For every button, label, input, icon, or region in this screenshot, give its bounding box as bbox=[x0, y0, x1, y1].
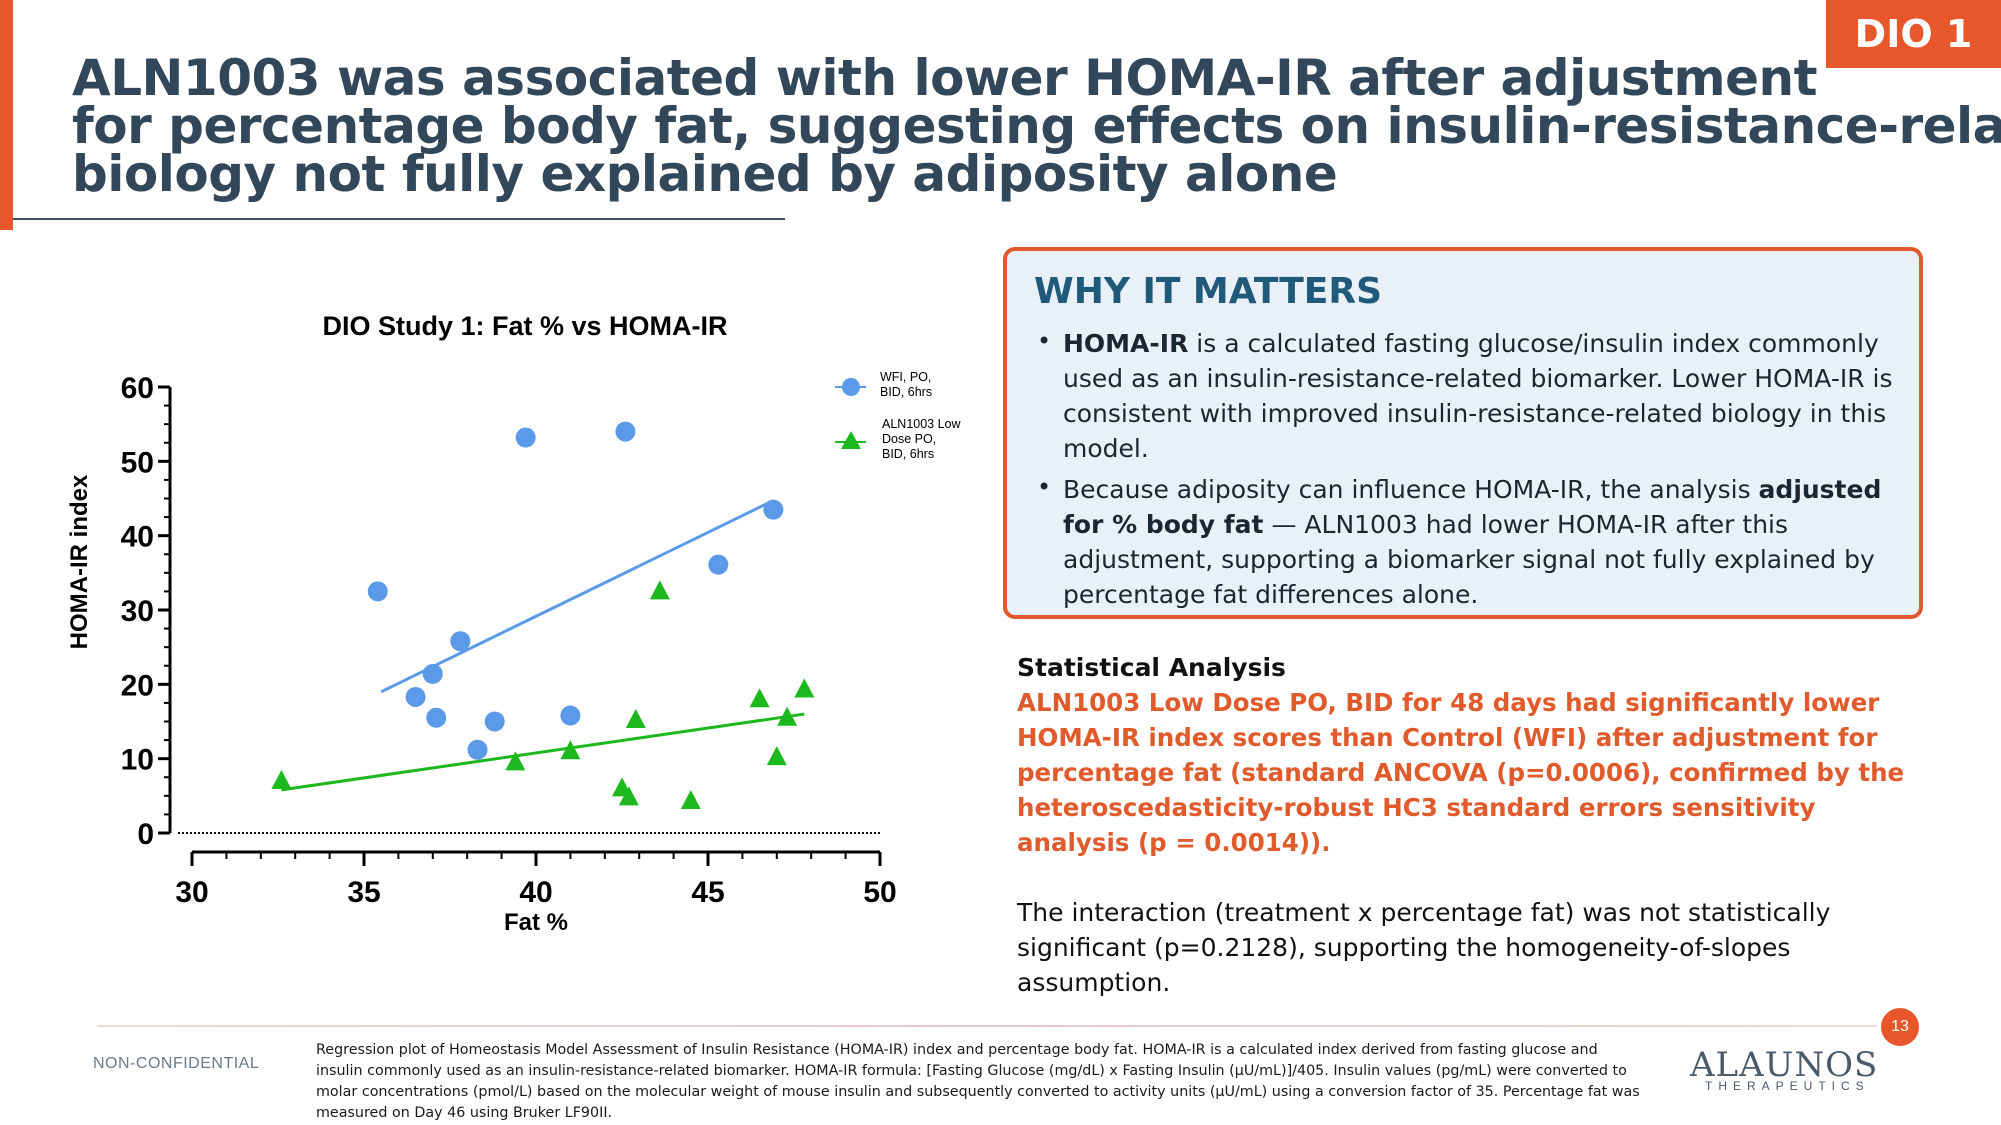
chart-legend: WFI, PO, BID, 6hrs ALN1003 Low Dose PO, BID,… bbox=[835, 370, 962, 461]
y-tick-label: 50 bbox=[121, 446, 154, 479]
chart-axes: 0 10 20 30 40 50 60 30 35 40 45 50 bbox=[121, 372, 897, 909]
title-line-3: biology not fully explained by adiposity… bbox=[72, 145, 1338, 203]
x-tick-label: 40 bbox=[519, 876, 552, 909]
footnote: Regression plot of Homeostasis Model Ass… bbox=[316, 1042, 1640, 1121]
y-tick-label: 30 bbox=[121, 595, 154, 628]
fit-lines bbox=[281, 500, 805, 792]
why-bullet-1-text: is a calculated fasting glucose/insulin … bbox=[1063, 329, 1893, 463]
data-point-aln1003 bbox=[625, 709, 646, 729]
stats-highlight: ALN1003 Low Dose PO, BID for 48 days had… bbox=[1017, 688, 1905, 857]
why-bullet-2-pre: Because adiposity can influence HOMA-IR,… bbox=[1063, 475, 1759, 504]
data-point-wfi bbox=[708, 554, 729, 575]
data-point-aln1003 bbox=[618, 786, 639, 806]
x-tick-label: 35 bbox=[347, 876, 380, 909]
chart-title: DIO Study 1: Fat % vs HOMA-IR bbox=[322, 311, 727, 341]
company-logo: ALAUNOS THERAPEUTICS bbox=[1690, 1045, 1877, 1093]
why-bullet-2: Because adiposity can influence HOMA-IR,… bbox=[1035, 470, 1905, 612]
data-point-aln1003 bbox=[766, 746, 787, 766]
why-bullet-2-bold: adjusted for % body fat bbox=[1063, 475, 1882, 539]
data-point-aln1003 bbox=[271, 769, 292, 789]
fit-line-1 bbox=[380, 500, 771, 694]
y-tick-label: 40 bbox=[121, 521, 154, 554]
why-bullet-2-post: — ALN1003 had lower HOMA-IR after this a… bbox=[1063, 510, 1875, 609]
why-it-matters-box: WHY IT MATTERS HOMA-IR is a calculated f… bbox=[1003, 247, 1923, 619]
x-tick-label: 30 bbox=[175, 876, 208, 909]
study-tag: DIO 1 bbox=[1826, 0, 2001, 68]
title-line-1: ALN1003 was associated with lower HOMA-I… bbox=[72, 49, 1817, 107]
legend-marker-wfi bbox=[842, 378, 860, 396]
page-title: ALN1003 was associated with lower HOMA-I… bbox=[72, 49, 2001, 203]
y-tick-label: 10 bbox=[121, 744, 154, 777]
scatter-chart: DIO Study 1: Fat % vs HOMA-IR 0 10 20 30 40 5… bbox=[66, 311, 962, 936]
title-line-2: for percentage body fat, suggesting effe… bbox=[72, 97, 2001, 155]
legend-label-aln1003: ALN1003 Low Dose PO, BID, 6hrs bbox=[882, 417, 962, 461]
data-point-wfi bbox=[763, 499, 784, 520]
data-point-aln1003 bbox=[560, 740, 581, 760]
data-point-wfi bbox=[450, 631, 471, 652]
data-point-wfi bbox=[405, 686, 426, 707]
why-title: WHY IT MATTERS bbox=[1034, 271, 1382, 312]
logo-subtitle: THERAPEUTICS bbox=[1705, 1079, 1870, 1093]
data-point-wfi bbox=[615, 421, 636, 442]
data-points bbox=[271, 421, 815, 810]
data-point-aln1003 bbox=[777, 706, 798, 726]
data-point-wfi bbox=[515, 427, 536, 448]
why-bullets: HOMA-IR is a calculated fasting glucose/… bbox=[1035, 324, 1905, 618]
confidentiality-label: NON-CONFIDENTIAL bbox=[93, 1055, 260, 1072]
data-point-wfi bbox=[484, 711, 505, 732]
why-bullet-1: HOMA-IR is a calculated fasting glucose/… bbox=[1035, 324, 1905, 466]
page-number-badge: 13 bbox=[1881, 1008, 1919, 1046]
legend-marker-aln1003 bbox=[841, 431, 861, 449]
data-point-aln1003 bbox=[749, 688, 770, 708]
data-point-wfi bbox=[367, 581, 388, 602]
data-point-aln1003 bbox=[794, 678, 815, 698]
data-point-aln1003 bbox=[649, 580, 670, 600]
data-point-wfi bbox=[426, 707, 447, 728]
title-divider bbox=[13, 218, 785, 220]
y-tick-label: 60 bbox=[121, 372, 154, 405]
data-point-wfi bbox=[560, 705, 581, 726]
data-point-wfi bbox=[422, 663, 443, 684]
legend-label-wfi: WFI, PO, BID, 6hrs bbox=[880, 370, 932, 399]
x-tick-label: 45 bbox=[691, 876, 724, 909]
fit-line-2 bbox=[281, 712, 805, 792]
x-tick-label: 50 bbox=[863, 876, 896, 909]
footer-divider bbox=[97, 1025, 1877, 1027]
logo-wordmark: ALAUNOS bbox=[1690, 1045, 1879, 1085]
y-axis-label: HOMA-IR index bbox=[66, 474, 93, 649]
y-tick-label: 20 bbox=[121, 669, 154, 702]
stats-body: The interaction (treatment x percentage … bbox=[1017, 898, 1831, 997]
why-bullet-1-bold: HOMA-IR bbox=[1063, 329, 1189, 358]
data-point-aln1003 bbox=[505, 751, 526, 771]
statistical-analysis: Statistical Analysis ALN1003 Low Dose PO… bbox=[1017, 650, 1907, 1000]
y-tick-label: 0 bbox=[137, 818, 154, 851]
stats-heading: Statistical Analysis bbox=[1017, 653, 1286, 682]
accent-bar bbox=[0, 0, 13, 230]
x-axis-label: Fat % bbox=[504, 909, 568, 936]
data-point-wfi bbox=[467, 739, 488, 760]
data-point-aln1003 bbox=[680, 790, 701, 810]
